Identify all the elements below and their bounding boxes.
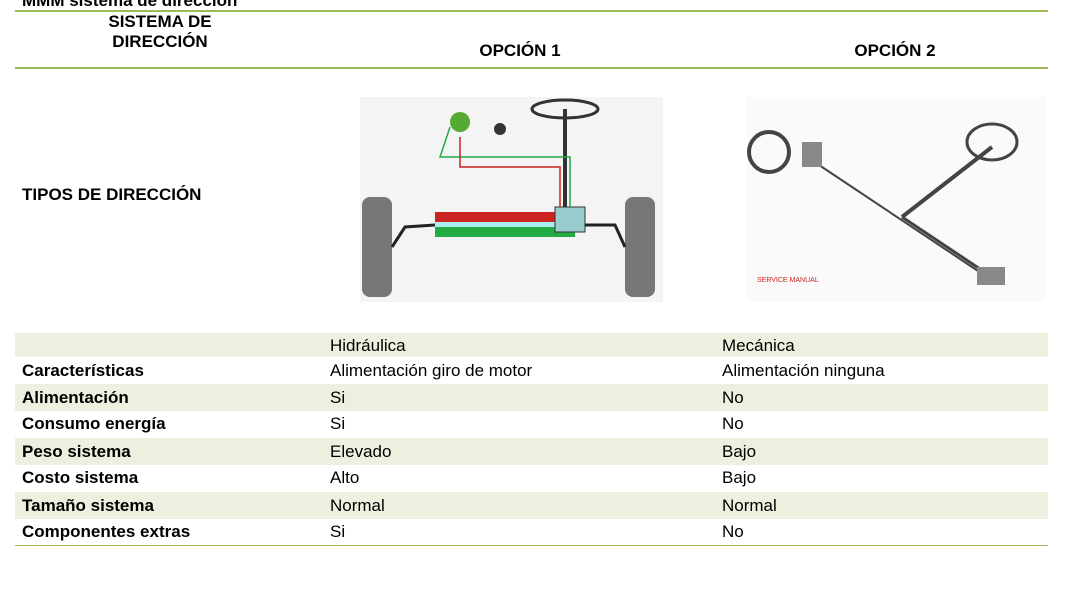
cell: Mecánica [722, 336, 795, 355]
row-label: TIPOS DE DIRECCIÓN [22, 185, 202, 204]
cell: Hidráulica [330, 336, 406, 355]
column-header: SISTEMA DE DIRECCIÓN [108, 12, 212, 51]
cell: No [722, 388, 744, 407]
rule [15, 545, 1048, 546]
table-row: Características Alimentación giro de moto… [15, 357, 1048, 384]
cell: Alto [330, 468, 360, 487]
cell: Normal [330, 496, 385, 515]
svg-text:SERVICE MANUAL: SERVICE MANUAL [757, 277, 819, 284]
row-label: Características [22, 361, 144, 380]
column-header: OPCIÓN 2 [854, 41, 936, 60]
rule [15, 67, 1048, 69]
cell: Si [330, 414, 346, 433]
rule [15, 10, 1048, 12]
table-row: Hidráulica Mecánica [15, 333, 1048, 357]
cell: Alimentación giro de motor [330, 361, 533, 380]
cell: No [722, 522, 744, 541]
table-row: Tamaño sistema Normal Normal [15, 492, 1048, 519]
cell: Elevado [330, 442, 392, 461]
cell: Normal [722, 496, 777, 515]
cell: Bajo [722, 468, 757, 487]
row-label: Peso sistema [22, 442, 131, 461]
hydraulic-steering-image [360, 97, 663, 302]
row-label: Alimentación [22, 388, 129, 407]
row-label: Componentes extras [22, 522, 191, 541]
cell: Si [330, 522, 346, 541]
row-label: Tamaño sistema [22, 496, 154, 515]
row-label: Consumo energía [22, 414, 166, 433]
cell: Bajo [722, 442, 757, 461]
table-row: Consumo energía Si No [15, 410, 1048, 437]
cell: No [722, 414, 744, 433]
row-label: Costo sistema [22, 468, 139, 487]
column-header: OPCIÓN 1 [479, 41, 561, 60]
table-row: Costo sistema Alto Bajo [15, 464, 1048, 491]
table-row: Componentes extras Si No [15, 518, 1048, 545]
cell: Si [330, 388, 346, 407]
table-row: Alimentación Si No [15, 384, 1048, 411]
table-row: Peso sistema Elevado Bajo [15, 438, 1048, 465]
document-title: MMM sistema de dirección [22, 0, 238, 10]
mechanical-steering-image: SERVICE MANUAL [747, 97, 1045, 302]
cell: Alimentación ninguna [722, 361, 885, 380]
